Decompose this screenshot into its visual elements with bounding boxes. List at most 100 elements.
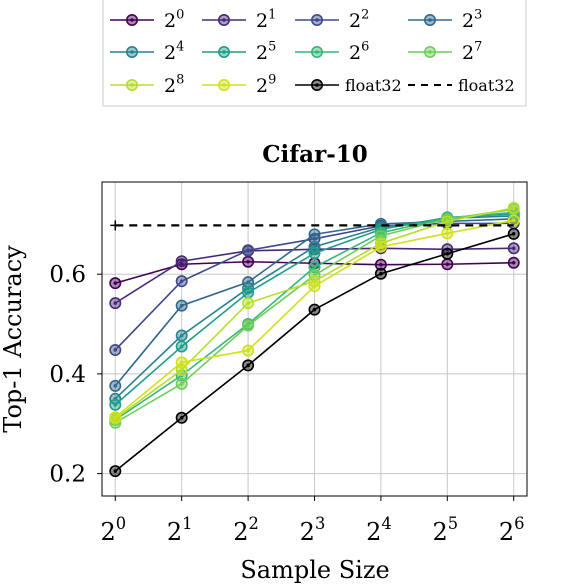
y-tick-label: 0.4 <box>49 362 86 388</box>
series-point-center <box>379 262 383 267</box>
x-tick-label: 24 <box>366 514 392 546</box>
legend-label-base: 2 <box>462 10 474 32</box>
series-point-center <box>312 307 317 312</box>
y-axis-label: Top-1 Accuracy <box>0 245 27 433</box>
legend-label: 28 <box>164 72 184 97</box>
legend-label-base: 2 <box>256 10 268 32</box>
series-point-center <box>511 218 516 223</box>
legend-label-exponent: 9 <box>268 72 276 87</box>
series-point-center <box>312 251 317 256</box>
x-tick-label-base: 2 <box>100 518 115 546</box>
legend-marker-center <box>315 50 319 54</box>
series-point-center <box>179 259 184 264</box>
series-point-center <box>379 244 383 249</box>
legend-label: 24 <box>164 39 184 64</box>
legend-label: 25 <box>256 39 276 64</box>
legend-label: 26 <box>349 39 369 64</box>
chart-title: Cifar-10 <box>262 141 368 168</box>
series-point-center <box>312 284 317 288</box>
x-tick-label-base: 2 <box>233 518 248 546</box>
series-point-center <box>379 231 383 235</box>
series-point-center <box>511 206 516 210</box>
series-point-center <box>379 271 383 276</box>
series-point-center <box>179 415 184 420</box>
legend-marker-center <box>130 50 134 54</box>
series-point-center <box>113 281 118 285</box>
y-tick-label: 0.2 <box>49 462 86 488</box>
x-tick-label-exponent: 5 <box>448 514 458 533</box>
series-point-center <box>511 246 516 251</box>
series-point-center <box>445 262 450 267</box>
legend-label: float32 <box>458 76 515 95</box>
series-point-center <box>379 234 383 238</box>
series-point-center <box>246 323 250 328</box>
legend-label-exponent: 1 <box>268 7 276 22</box>
legend-entry: 24 <box>110 39 184 64</box>
legend-entry: 22 <box>295 7 369 32</box>
legend-label-exponent: 8 <box>176 72 184 87</box>
series-point-center <box>179 333 184 338</box>
series-point-center <box>113 348 118 352</box>
series-point-center <box>179 382 184 386</box>
series-point-center <box>179 360 184 365</box>
series-point-center <box>246 348 250 353</box>
series-point-center <box>312 232 317 237</box>
series-point-center <box>113 402 118 407</box>
legend-entry: 23 <box>408 7 482 32</box>
series-point-center <box>445 231 450 236</box>
x-tick-label: 22 <box>233 514 259 546</box>
legend-label: 29 <box>256 72 276 97</box>
legend-marker-center <box>222 50 226 54</box>
legend-marker-center <box>428 50 432 54</box>
series-point-center <box>179 368 184 372</box>
series-point-center <box>511 232 516 236</box>
legend-label-base: 2 <box>349 10 361 32</box>
x-tick-label-exponent: 4 <box>381 514 391 533</box>
x-tick-label-base: 2 <box>499 518 514 546</box>
legend-marker-center <box>315 18 319 22</box>
x-tick-label: 23 <box>300 514 326 546</box>
legend-label-exponent: 7 <box>474 39 482 54</box>
legend-label-base: 2 <box>256 75 268 97</box>
series-point-center <box>113 384 118 388</box>
legend-label-exponent: 0 <box>176 7 184 22</box>
legend-entry: 20 <box>110 7 184 32</box>
x-tick-label-exponent: 2 <box>249 514 259 533</box>
series-point-center <box>179 279 184 283</box>
y-axis: 0.2 0.4 0.6 <box>49 262 102 488</box>
series-point-center <box>511 260 516 265</box>
series-layer <box>109 201 520 478</box>
x-tick-label-base: 2 <box>432 518 447 546</box>
legend-label-exponent: 6 <box>361 39 369 54</box>
legend-marker-center <box>130 18 134 22</box>
legend-label-exponent: 3 <box>474 7 482 22</box>
legend-label-exponent: 5 <box>268 39 276 54</box>
legend-entry: 26 <box>295 39 369 64</box>
series-point-center <box>179 344 184 349</box>
x-tick-label: 20 <box>100 514 126 546</box>
legend-label-exponent: 4 <box>176 39 184 54</box>
legend-entry: float32 <box>295 76 402 95</box>
legend-marker-center <box>315 83 319 87</box>
legend-label-base: 2 <box>164 10 176 32</box>
x-tick-label-exponent: 3 <box>315 514 325 533</box>
legend-marker-center <box>130 83 134 87</box>
series-1 <box>109 255 520 290</box>
series-point-center <box>246 363 250 368</box>
series-point-center <box>179 262 184 267</box>
series-point-center <box>246 259 250 264</box>
legend-entry: float32 <box>408 76 515 95</box>
x-tick-label-exponent: 0 <box>116 514 126 533</box>
legend-entry: 25 <box>202 39 276 64</box>
legend-label: 23 <box>462 7 482 32</box>
y-tick-label: 0.6 <box>49 262 86 288</box>
x-tick-label-exponent: 1 <box>182 514 192 533</box>
series-point-center <box>312 265 317 270</box>
series-10 <box>109 214 520 424</box>
legend-label-base: 2 <box>349 42 361 64</box>
legend-marker-center <box>222 18 226 22</box>
legend-entry: 29 <box>202 72 276 97</box>
series-point-center <box>445 219 450 224</box>
